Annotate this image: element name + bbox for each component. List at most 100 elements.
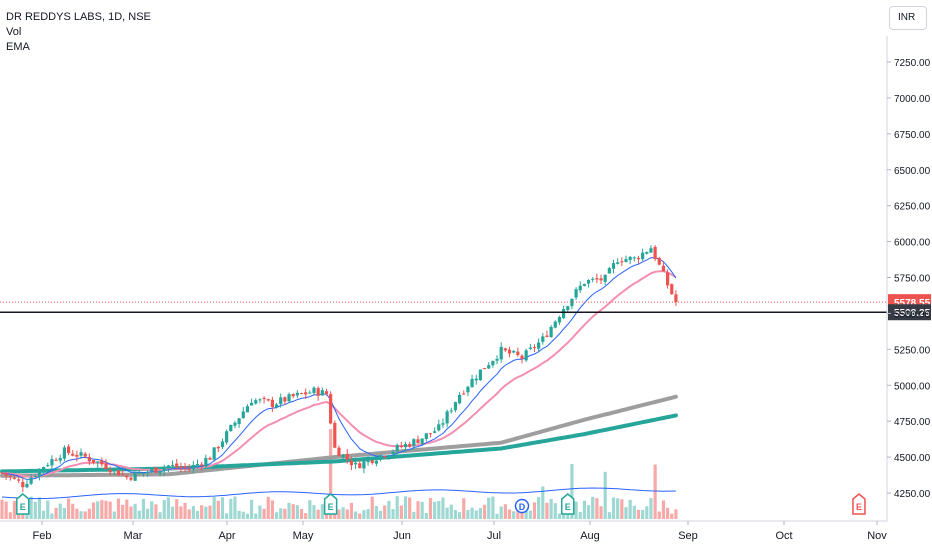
candle-body (591, 278, 595, 280)
candle-body (570, 298, 574, 307)
candle-body (270, 399, 274, 408)
volume-bar (387, 500, 391, 519)
marker-label: D (519, 502, 526, 512)
candle-body (653, 246, 657, 260)
candle-body (195, 463, 200, 466)
earnings-marker[interactable]: E (323, 493, 338, 515)
volume-bar (616, 498, 620, 519)
volume-bar (46, 500, 50, 519)
x-tick-label: Mar (124, 530, 143, 542)
candle-body (58, 458, 62, 461)
candle-body (628, 256, 632, 261)
volume-bar (462, 498, 466, 519)
candle-body (387, 455, 391, 458)
candle-body (445, 411, 449, 424)
ema-fast-line (1, 257, 677, 480)
volume-bar (466, 509, 470, 519)
candle-body (225, 431, 229, 443)
candle-body (112, 468, 116, 472)
volume-bar (645, 506, 649, 519)
candle-body (291, 394, 295, 397)
volume-bar (191, 505, 195, 519)
currency-button[interactable]: INR (889, 6, 927, 30)
volume-bar (66, 498, 71, 519)
candle-body (586, 280, 591, 284)
candle-body (200, 464, 204, 466)
volume-bar (291, 504, 295, 519)
volume-bar (146, 508, 150, 519)
candle-body (645, 251, 649, 254)
volume-bar (75, 508, 79, 519)
candle-body (341, 454, 345, 458)
candle-body (158, 470, 162, 474)
volume-bar (208, 505, 212, 519)
dividend-marker[interactable]: D (514, 498, 530, 514)
ema-indicator-label[interactable]: EMA (6, 41, 30, 53)
candle-body (661, 265, 666, 272)
candle-body (287, 394, 291, 402)
candle-body (12, 477, 17, 479)
candle-body (649, 248, 653, 253)
volume-bar (237, 510, 241, 519)
candle-body (354, 462, 358, 465)
volume-bar (254, 513, 258, 519)
volume-bar (150, 501, 154, 519)
volume-bar (591, 496, 595, 519)
earnings-marker[interactable]: E (16, 493, 30, 515)
volume-bar (212, 497, 216, 519)
candle-body (333, 422, 337, 448)
candle-body (528, 347, 532, 349)
marker-shape (852, 493, 866, 515)
candle-body (21, 481, 25, 488)
volume-bar (42, 510, 46, 519)
candle-body (636, 257, 641, 260)
volume-bar (528, 510, 532, 519)
volume-bar (79, 511, 83, 519)
candle-body (220, 441, 225, 448)
volume-bar (495, 513, 499, 519)
volume-bar (574, 501, 578, 519)
volume-ma-line (1, 487, 676, 500)
volume-bar (62, 507, 66, 519)
y-tick-label: 5500.00 (894, 309, 931, 320)
candle-body (91, 459, 96, 463)
volume-bar (607, 512, 611, 519)
candle-body (358, 463, 362, 469)
symbol-title[interactable]: DR REDDYS LABS, 1D, NSE (6, 11, 151, 23)
volume-bar (220, 497, 225, 519)
x-tick-label: May (293, 530, 314, 542)
candle-body (237, 418, 241, 425)
candle-body (624, 259, 628, 263)
earnings-marker[interactable]: E (561, 493, 575, 515)
candle-body (399, 445, 403, 448)
volume-bar (595, 498, 599, 519)
candle-body (233, 422, 237, 426)
volume-bar (578, 511, 582, 519)
volume-bar (532, 502, 537, 519)
volume-bar (50, 513, 54, 519)
candle-body (374, 460, 378, 464)
candle-body (370, 460, 374, 464)
volume-bar (200, 505, 204, 519)
candle-body (75, 454, 79, 457)
volume-indicator-label[interactable]: Vol (6, 26, 22, 38)
volume-bar (570, 463, 574, 519)
volume-bar (458, 512, 462, 519)
volume-bar (641, 509, 645, 519)
candle-body (54, 459, 58, 461)
candle-body (408, 444, 412, 447)
candle-body (87, 456, 91, 462)
candle-body (283, 397, 287, 402)
volume-bar (295, 505, 299, 519)
candle-body (133, 472, 137, 481)
candle-body (412, 439, 416, 447)
candle-body (304, 392, 308, 395)
candle-body (524, 350, 528, 361)
volume-bar (100, 500, 104, 519)
candle-body (620, 261, 624, 263)
volume-bars (0, 429, 678, 519)
candle-body (324, 391, 329, 395)
candle-body (616, 262, 620, 264)
earnings-marker[interactable]: E (852, 493, 866, 515)
